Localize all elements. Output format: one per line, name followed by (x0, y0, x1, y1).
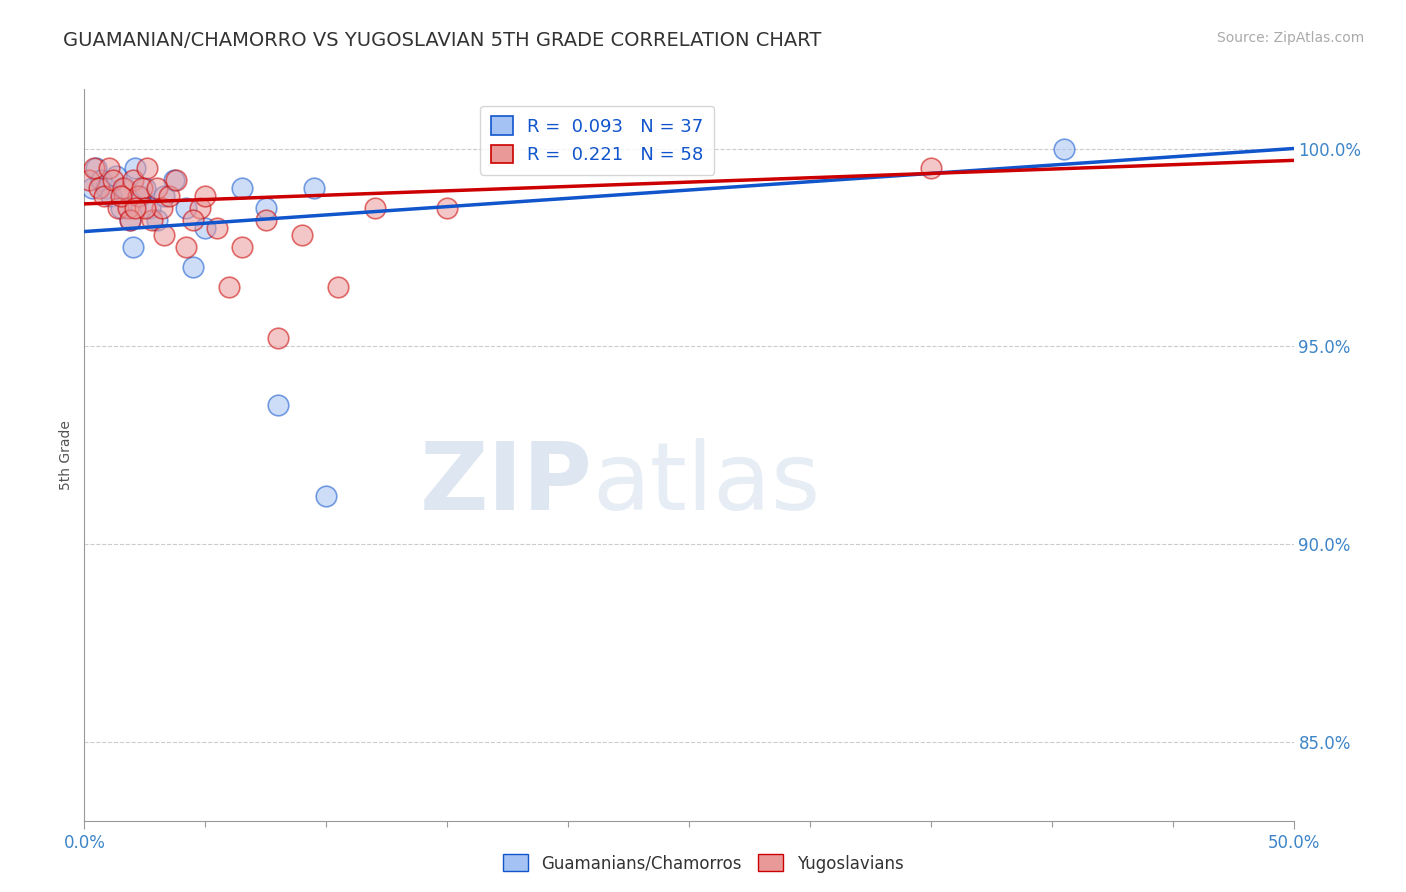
Point (181, 260, 204, 274)
Text: ZIP: ZIP (419, 438, 592, 530)
Point (83, 161, 105, 176)
Point (254, 201, 277, 215)
Point (153, 189, 176, 203)
Point (231, 240, 253, 254)
Point (121, 240, 143, 254)
Point (134, 201, 156, 215)
Point (315, 490, 337, 504)
Point (124, 161, 146, 176)
Point (150, 201, 173, 215)
Point (117, 201, 139, 215)
Point (97, 161, 120, 176)
Text: atlas: atlas (592, 438, 821, 530)
Point (254, 212, 277, 227)
Point (194, 189, 217, 203)
Point (141, 212, 163, 227)
Point (291, 228, 314, 243)
Point (93, 189, 115, 203)
Point (100, 189, 122, 203)
Point (181, 212, 204, 227)
Point (131, 181, 153, 195)
Point (436, 201, 458, 215)
Point (112, 181, 135, 195)
Point (302, 181, 325, 195)
Point (103, 173, 125, 187)
Point (218, 280, 240, 294)
Point (121, 173, 143, 187)
Point (129, 189, 152, 203)
Point (77, 173, 100, 187)
Point (120, 212, 142, 227)
Text: GUAMANIAN/CHAMORRO VS YUGOSLAVIAN 5TH GRADE CORRELATION CHART: GUAMANIAN/CHAMORRO VS YUGOSLAVIAN 5TH GR… (63, 31, 821, 50)
Point (267, 399, 290, 413)
Point (136, 161, 159, 176)
Point (94, 181, 117, 195)
Point (207, 220, 229, 235)
Legend: R =  0.093   N = 37, R =  0.221   N = 58: R = 0.093 N = 37, R = 0.221 N = 58 (481, 105, 714, 175)
Point (1053, 141, 1076, 155)
Point (110, 189, 132, 203)
Point (153, 228, 176, 243)
Point (124, 201, 146, 215)
Point (138, 201, 160, 215)
Point (107, 201, 129, 215)
Point (174, 201, 197, 215)
Point (328, 280, 350, 294)
Point (163, 173, 186, 187)
Y-axis label: 5th Grade: 5th Grade (59, 420, 73, 490)
Point (920, 161, 942, 176)
Point (231, 181, 253, 195)
Text: Source: ZipAtlas.com: Source: ZipAtlas.com (1216, 31, 1364, 45)
Point (157, 189, 180, 203)
Legend: Guamanians/Chamorros, Yugoslavians: Guamanians/Chamorros, Yugoslavians (496, 847, 910, 880)
Point (120, 212, 142, 227)
Point (267, 331, 290, 345)
Point (87, 181, 110, 195)
Point (127, 189, 149, 203)
Point (190, 201, 212, 215)
Point (90, 173, 112, 187)
Point (174, 240, 197, 254)
Point (104, 169, 127, 184)
Point (134, 181, 156, 195)
Point (194, 220, 217, 235)
Point (80, 181, 103, 195)
Point (110, 201, 132, 215)
Point (146, 181, 169, 195)
Point (165, 173, 187, 187)
Point (86, 161, 108, 176)
Point (114, 181, 136, 195)
Point (363, 201, 385, 215)
Point (146, 212, 169, 227)
